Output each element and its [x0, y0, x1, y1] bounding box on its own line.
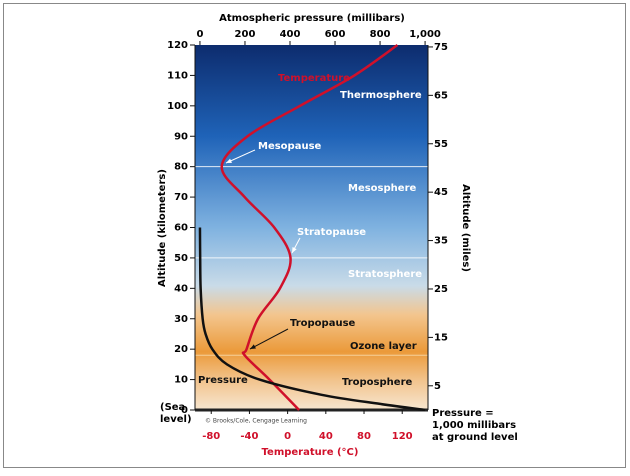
- x2-tick-label: 0: [196, 29, 203, 40]
- y-tick-label: 90: [174, 131, 188, 142]
- y-tick-label: 60: [174, 223, 188, 234]
- y-tick-label: 20: [174, 344, 188, 355]
- y-tick-label: 80: [174, 162, 188, 173]
- x-tick-label: 120: [392, 431, 413, 442]
- y-tick-label: 40: [174, 283, 188, 294]
- ground-note: Pressure =: [432, 408, 494, 419]
- x2-tick-label: 200: [235, 29, 256, 40]
- x2-tick-label: 400: [280, 29, 301, 40]
- y2-tick-label: 75: [434, 42, 448, 53]
- y-tick-label: 30: [174, 314, 188, 325]
- layer-label: Stratopause: [297, 227, 366, 238]
- x2-tick-label: 1,000: [409, 29, 441, 40]
- layer-label: Ozone layer: [350, 341, 417, 352]
- ground-note: 1,000 millibars: [432, 420, 516, 431]
- chart-title: Atmospheric pressure (millibars): [219, 13, 405, 24]
- y-tick-label: 10: [174, 375, 188, 386]
- y2-tick-label: 35: [434, 236, 448, 247]
- layer-label: Troposphere: [342, 377, 412, 388]
- y-tick-label: 100: [167, 101, 188, 112]
- y2-tick-label: 45: [434, 187, 448, 198]
- y2-tick-label: 25: [434, 284, 448, 295]
- x-axis-title: Temperature (°C): [262, 447, 359, 458]
- series-label: Pressure: [198, 375, 248, 386]
- layer-label: Mesopause: [258, 141, 322, 152]
- x-tick-label: 0: [284, 431, 291, 442]
- ground-note: at ground level: [432, 432, 518, 443]
- y-tick-label: 110: [167, 70, 188, 81]
- page: {"chart_data": { "type": "line", "title"…: [0, 0, 630, 472]
- y2-axis-title: Altitude (miles): [460, 184, 471, 272]
- y-tick-label: 50: [174, 253, 188, 264]
- layer-label: Thermosphere: [340, 90, 422, 101]
- x-tick-label: -40: [240, 431, 258, 442]
- x2-tick-label: 600: [325, 29, 346, 40]
- x-tick-label: -80: [202, 431, 220, 442]
- x-tick-label: 40: [319, 431, 333, 442]
- y2-tick-label: 65: [434, 90, 448, 101]
- y-tick-label: 120: [167, 40, 188, 51]
- y2-tick-label: 55: [434, 139, 448, 150]
- x-tick-label: 80: [357, 431, 371, 442]
- y-axis-title: Altitude (kilometers): [157, 169, 168, 287]
- y-tick-label: 0: [181, 405, 188, 416]
- credit: © Brooks/Cole, Cengage Learning: [205, 418, 307, 425]
- y2-tick-label: 15: [434, 332, 448, 343]
- x2-tick-label: 800: [370, 29, 391, 40]
- layer-label: Stratosphere: [348, 269, 422, 280]
- y2-tick-label: 5: [434, 381, 441, 392]
- layer-label: Mesosphere: [348, 183, 416, 194]
- chart: Atmospheric pressure (millibars) Altitud…: [0, 0, 630, 472]
- layer-label: Tropopause: [290, 318, 356, 329]
- y-tick-label: 70: [174, 192, 188, 203]
- series-label: Temperature: [278, 73, 350, 84]
